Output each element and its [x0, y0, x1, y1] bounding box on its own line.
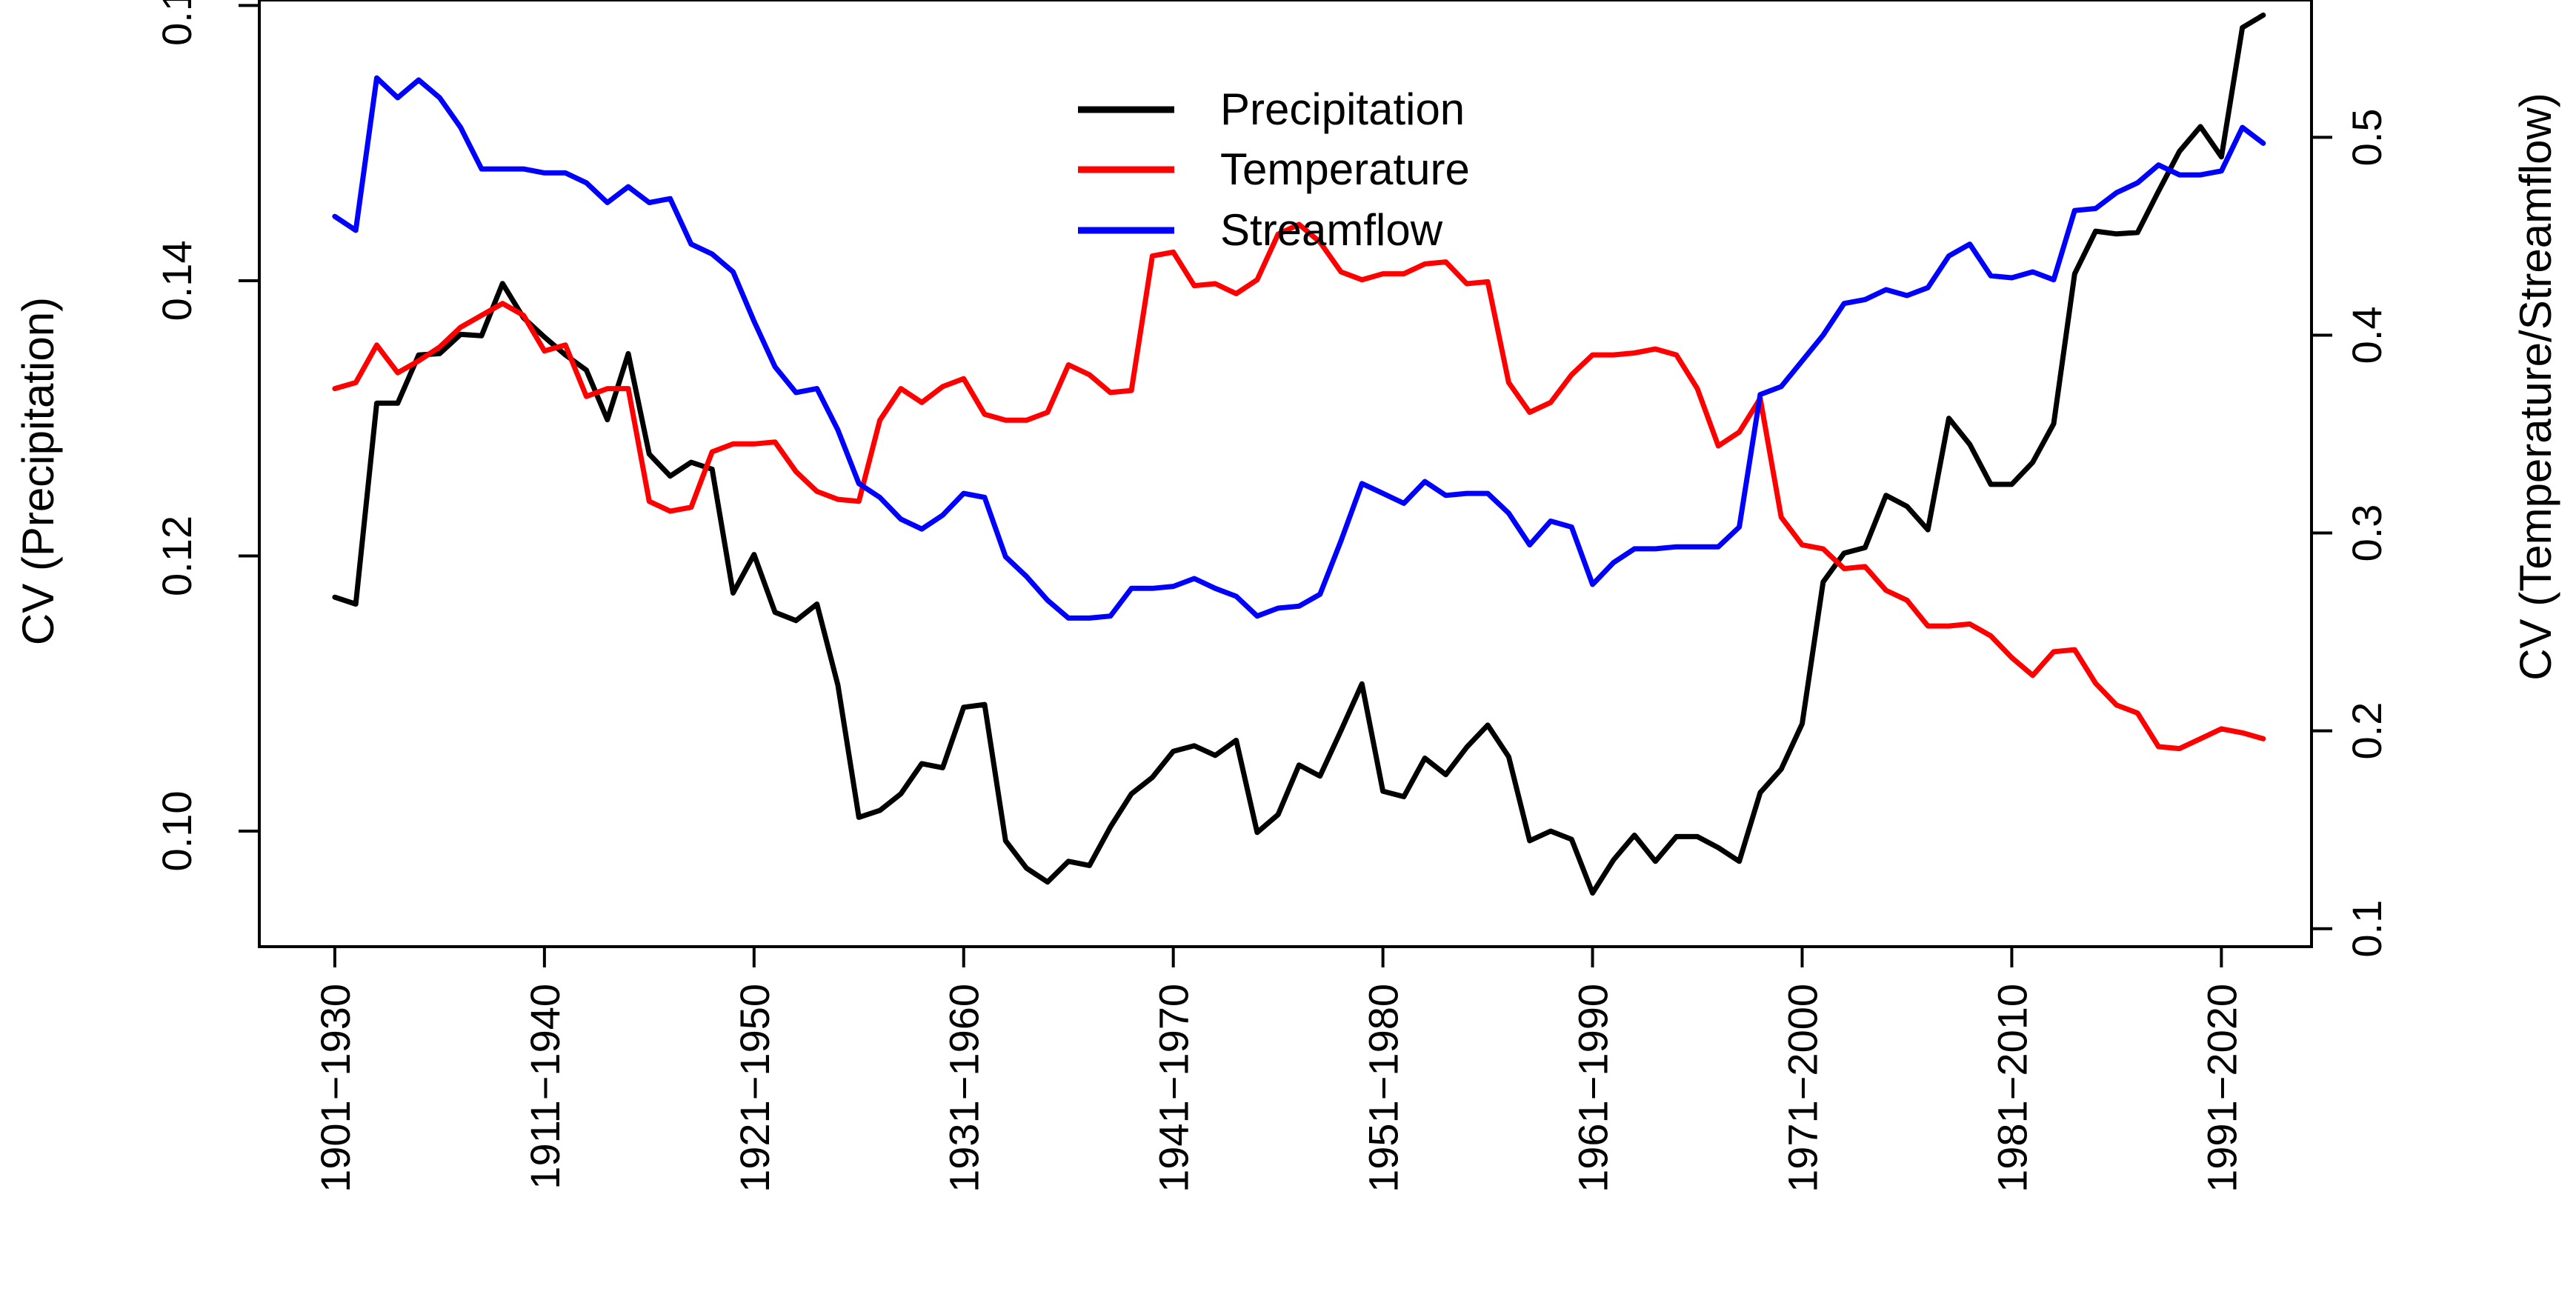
- x-tick-label: 1951−1980: [1360, 984, 1407, 1193]
- y-right-tick-label: 0.2: [2343, 702, 2390, 760]
- series-layer: [332, 12, 2266, 896]
- x-tick-label: 1911−1940: [522, 984, 568, 1190]
- legend: Precipitation Temperature Streamflow: [1078, 84, 1470, 255]
- y-right-tick-label: 0.1: [2343, 900, 2390, 958]
- legend-label-precipitation: Precipitation: [1220, 84, 1465, 134]
- y-left-tick-label: 0.14: [153, 240, 200, 321]
- plot-frame: [258, 0, 2313, 948]
- y-left-tick-label: 0.12: [153, 516, 200, 596]
- y-right-label: CV (Temperature/Streamflow): [2511, 93, 2560, 681]
- x-tick-label: 1901−1930: [312, 984, 359, 1193]
- y-right-tick-label: 0.4: [2343, 306, 2390, 364]
- series-line-streamflow: [332, 75, 2266, 621]
- y-left-tick-label: 0.10: [153, 791, 200, 872]
- x-axis: 1901−1930 1911−1940 1921−1950 1931−1960 1941…: [312, 945, 2245, 1193]
- x-tick-label: 1931−1960: [941, 984, 988, 1193]
- y-axis-right: 0.1 0.2 0.3 0.4 0.5: [2310, 108, 2390, 958]
- x-tick-label: 1981−2010: [1988, 984, 2035, 1193]
- y-axis-left: 0.10 0.12 0.14 0.16: [153, 0, 261, 872]
- legend-label-streamflow: Streamflow: [1220, 205, 1443, 255]
- x-tick-label: 1941−1970: [1151, 984, 1197, 1193]
- x-tick-label: 1961−1990: [1570, 984, 1617, 1193]
- legend-label-temperature: Temperature: [1220, 144, 1470, 194]
- x-tick-label: 1921−1950: [731, 984, 778, 1193]
- y-right-tick-label: 0.5: [2343, 108, 2390, 166]
- series-line-precipitation: [332, 12, 2266, 896]
- series-line-temperature: [332, 221, 2266, 752]
- y-right-tick-label: 0.3: [2343, 504, 2390, 562]
- x-tick-label: 1971−2000: [1780, 984, 1826, 1193]
- x-tick-label: 1991−2020: [2198, 984, 2245, 1193]
- y-left-label: CV (Precipitation): [13, 297, 63, 645]
- y-left-tick-label: 0.16: [153, 0, 200, 46]
